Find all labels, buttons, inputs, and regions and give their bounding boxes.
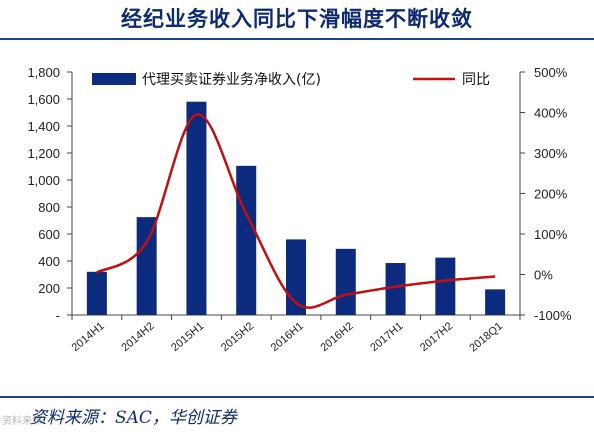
right-tick-label: -100% xyxy=(534,308,572,323)
legend-line-label: 同比 xyxy=(462,72,490,88)
x-tick-label: 2016H1 xyxy=(269,320,306,354)
left-tick-label: 200 xyxy=(38,281,60,296)
right-tick-label: 300% xyxy=(534,146,568,161)
chart-line xyxy=(96,113,496,309)
source-note: 资料来源：SAC，华创证券 xyxy=(30,408,237,428)
watermark: 资料来源 xyxy=(2,416,42,427)
left-tick-label: 600 xyxy=(38,227,60,242)
bar-2014H2 xyxy=(136,217,157,315)
x-tick-label: 2014H2 xyxy=(119,320,156,354)
x-tick-label: 2018Q1 xyxy=(467,320,505,354)
right-tick-label: 500% xyxy=(534,65,568,80)
right-tick-label: 400% xyxy=(534,106,568,121)
left-tick-label: - xyxy=(56,308,60,323)
x-tick-label: 2016H2 xyxy=(318,320,355,354)
title-divider xyxy=(0,38,594,40)
x-tick-label: 2017H1 xyxy=(368,320,405,354)
right-tick-label: 100% xyxy=(534,227,568,242)
left-tick-label: 1,800 xyxy=(27,65,60,80)
footer-divider xyxy=(0,396,594,398)
left-tick-label: 1,600 xyxy=(27,92,60,107)
bar-2015H2 xyxy=(236,165,257,315)
right-tick-label: 0% xyxy=(534,268,553,283)
right-tick-label: 200% xyxy=(534,187,568,202)
left-tick-label: 400 xyxy=(38,254,60,269)
chart-axes: - 200 400 600 800 1,000 1,200 1,400 1,600 1,800 -1… xyxy=(27,65,572,323)
legend-bar-swatch xyxy=(92,73,136,85)
left-tick-label: 1,200 xyxy=(27,146,60,161)
bar-2017H1 xyxy=(385,263,406,315)
chart-bars xyxy=(86,101,506,315)
x-tick-label: 2017H2 xyxy=(418,320,455,354)
left-tick-label: 800 xyxy=(38,200,60,215)
chart-legend: 代理买卖证券业务净收入(亿) 同比 xyxy=(92,72,490,88)
x-tick-label: 2015H2 xyxy=(219,320,256,354)
left-tick-label: 1,400 xyxy=(27,119,60,134)
legend-bar-label: 代理买卖证券业务净收入(亿) xyxy=(142,72,321,88)
bar-2018Q1 xyxy=(485,289,506,315)
bar-2016H2 xyxy=(335,248,356,315)
x-tick-label: 2014H1 xyxy=(70,320,107,354)
x-axis-labels: 2014H1 2014H2 2015H1 2015H2 2016H1 2016H2 2017… xyxy=(70,320,505,354)
chart: - 200 400 600 800 1,000 1,200 1,400 1,600 1,800 -1… xyxy=(27,65,572,354)
bar-2017H2 xyxy=(435,257,456,315)
bar-2014H1 xyxy=(86,271,107,315)
left-tick-label: 1,000 xyxy=(27,173,60,188)
bar-2015H1 xyxy=(186,101,207,315)
chart-title: 经纪业务收入同比下滑幅度不断收敛 xyxy=(121,7,473,31)
yoy-line xyxy=(96,113,496,309)
x-tick-label: 2015H1 xyxy=(169,320,206,354)
